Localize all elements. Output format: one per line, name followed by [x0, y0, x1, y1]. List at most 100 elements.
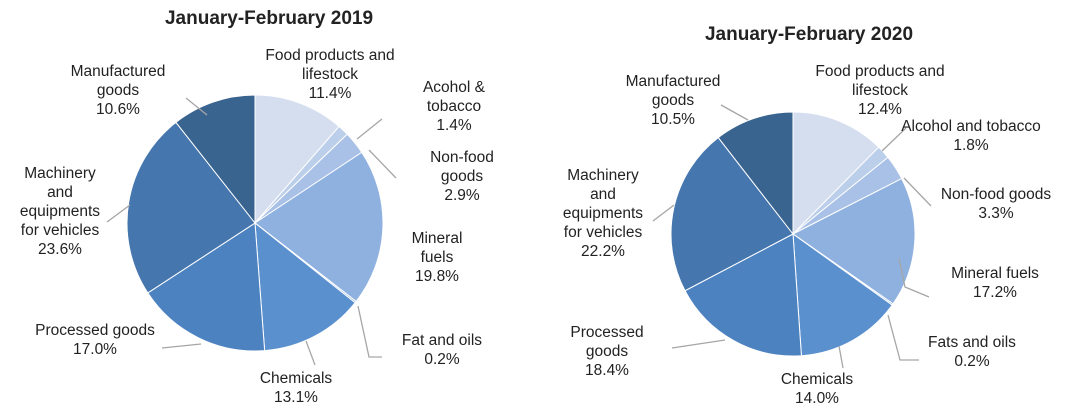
data-label-fat-and-oils: Fat and oils 0.2%	[402, 332, 482, 368]
slice-percent: 1.8%	[953, 137, 989, 154]
slice-name: Mineral	[412, 230, 463, 247]
slice-percent: 10.6%	[96, 101, 140, 118]
slice-name: lifestock	[302, 66, 358, 83]
leader-line	[368, 149, 397, 179]
slice-name: fuels	[421, 249, 454, 266]
data-label-manufactured-goods: Manufactured goods 10.6%	[71, 63, 166, 118]
slice-percent: 17.2%	[973, 284, 1017, 301]
leader-line	[671, 339, 726, 349]
slice-name: Fat and oils	[402, 332, 482, 349]
data-label-chemicals: Chemicals 14.0%	[781, 371, 854, 407]
pie-chart-2019: January-February 2019 Food products and l…	[0, 0, 540, 407]
slice-percent: 22.2%	[581, 243, 625, 260]
data-label-non-food-goods: Non-food goods 2.9%	[430, 149, 494, 204]
data-label-processed-goods: Processed goods 17.0%	[35, 322, 155, 358]
pie-slice-machinery-and-equipments-for-vehicles	[670, 136, 794, 292]
data-label-manufactured-goods: Manufactured goods 10.5%	[626, 73, 721, 128]
leader-line	[161, 343, 202, 349]
slice-percent: 0.2%	[424, 351, 460, 368]
slice-name: Non-food	[430, 149, 494, 166]
pie-slices	[126, 94, 384, 352]
pie-slice-food-products-and-lifestock	[254, 94, 340, 225]
slice-percent: 11.4%	[309, 85, 352, 102]
leader-line	[356, 118, 383, 140]
data-label-fats-and-oils: Fats and oils 0.2%	[928, 334, 1016, 370]
data-label-acohol-tobacco: Acohol & tobacco 1.4%	[423, 79, 486, 134]
data-label-mineral-fuels: Mineral fuels 19.8%	[412, 230, 463, 285]
slice-name: Acohol &	[423, 79, 486, 96]
slice-name: lifestock	[852, 82, 908, 99]
slice-name: Mineral fuels	[951, 265, 1039, 282]
slice-percent: 0.2%	[954, 353, 990, 370]
slice-name: Machinery	[24, 165, 96, 182]
slice-name: Non-food goods	[941, 186, 1052, 203]
pie-slice-mineral-fuels	[792, 177, 916, 305]
pie-slice-manufactured-goods	[717, 111, 794, 236]
slice-name: Alcohol and tobacco	[901, 118, 1041, 135]
data-label-mineral-fuels: Mineral fuels 17.2%	[951, 265, 1039, 301]
slice-name: equipments	[563, 205, 643, 222]
data-label-food-products-and-lifestock: Food products and lifestock 11.4%	[265, 47, 394, 102]
slice-name: Processed	[570, 324, 643, 341]
leader-line	[720, 104, 749, 121]
slice-name: and	[590, 186, 616, 203]
slice-name: Food products and	[265, 47, 394, 64]
data-label-machinery-and-equipments-for-vehicles: Machinery and equipments for vehicles 23.6%	[20, 165, 100, 258]
pie-slices	[670, 111, 916, 357]
slice-name: for vehicles	[21, 222, 100, 239]
pie-slice-machinery-and-equipments-for-vehicles	[126, 121, 256, 294]
slice-name: Processed goods	[35, 322, 155, 339]
pie-slice-mineral-fuels	[254, 151, 384, 303]
slice-percent: 1.4%	[436, 117, 472, 134]
pie-slice-manufactured-goods	[175, 94, 256, 225]
pie-slice-chemicals	[254, 221, 356, 352]
slice-name: Chemicals	[260, 370, 333, 387]
data-label-alcohol-and-tobacco: Alcohol and tobacco 1.8%	[901, 118, 1041, 154]
slice-percent: 18.4%	[585, 362, 629, 379]
pie-chart-2019-svg: Food products and lifestock 11.4% Acohol & t…	[20, 47, 494, 406]
leader-line	[838, 345, 844, 369]
slice-name: Manufactured	[71, 63, 166, 80]
slice-name: Food products and	[815, 63, 944, 80]
slice-percent: 13.1%	[274, 389, 318, 406]
slice-name: tobacco	[427, 98, 481, 115]
slice-name: Machinery	[567, 167, 639, 184]
leader-line	[106, 204, 131, 223]
data-label-chemicals: Chemicals 13.1%	[260, 370, 333, 406]
slice-name: goods	[586, 343, 628, 360]
slice-name: and	[47, 184, 73, 201]
data-label-machinery-and-equipments-for-vehicles: Machinery and equipments for vehicles 22.2%	[563, 167, 643, 260]
pie-chart-2020: January-February 2020 Food products and l…	[543, 0, 1086, 407]
slice-name: Fats and oils	[928, 334, 1016, 351]
pie-chart-2020-svg: Food products and lifestock 12.4%Alcohol a…	[563, 63, 1052, 407]
slice-name: equipments	[20, 203, 100, 220]
slice-name: for vehicles	[564, 224, 643, 241]
data-label-non-food-goods: Non-food goods 3.3%	[941, 186, 1052, 222]
pie-slice-chemicals	[792, 232, 893, 357]
leader-line	[357, 305, 382, 358]
slice-percent: 14.0%	[795, 390, 839, 407]
leader-line	[185, 97, 208, 116]
slice-name: Manufactured	[626, 73, 721, 90]
chart-title-2019: January-February 2019	[164, 8, 374, 29]
slice-percent: 3.3%	[978, 205, 1014, 222]
leader-line	[898, 257, 930, 298]
slice-percent: 19.8%	[415, 268, 459, 285]
chart-title-2020: January-February 2020	[704, 24, 914, 45]
slice-name: goods	[441, 168, 483, 185]
slice-name: goods	[97, 82, 139, 99]
slice-name: goods	[652, 92, 694, 109]
pie-slice-food-products-and-lifestock	[792, 111, 880, 236]
slice-name: Chemicals	[781, 371, 854, 388]
leader-line	[903, 177, 932, 207]
leader-line	[887, 314, 919, 361]
slice-percent: 10.5%	[651, 111, 695, 128]
pie-slice-processed-goods	[147, 222, 266, 352]
slice-percent: 12.4%	[858, 101, 902, 118]
pie-slice-processed-goods	[684, 233, 802, 357]
leader-line	[305, 340, 316, 366]
slice-percent: 2.9%	[444, 187, 480, 204]
data-label-food-products-and-lifestock: Food products and lifestock 12.4%	[815, 63, 944, 118]
leader-line	[881, 127, 907, 152]
slice-percent: 23.6%	[38, 241, 82, 258]
